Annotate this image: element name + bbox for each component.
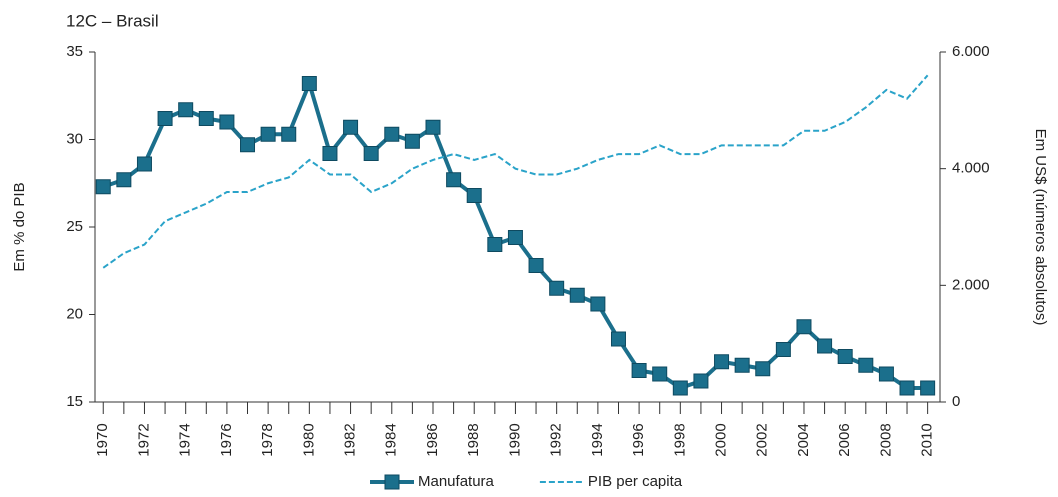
- point-marker: [631, 363, 647, 378]
- x-tick-label: 1974: [177, 423, 194, 456]
- x-tick-label: 2010: [919, 423, 936, 456]
- point-marker: [384, 126, 400, 142]
- point-marker: [610, 331, 626, 347]
- point-marker: [817, 338, 833, 354]
- point-marker: [899, 380, 915, 396]
- point-marker: [528, 258, 544, 273]
- legend-label: Manufatura: [418, 473, 495, 490]
- point-marker: [425, 119, 441, 135]
- point-marker: [219, 114, 235, 130]
- point-marker: [260, 126, 276, 142]
- point-marker: [404, 133, 420, 149]
- point-marker: [672, 380, 688, 396]
- point-marker: [920, 380, 936, 396]
- y-tick-label: 20: [66, 305, 83, 322]
- point-marker: [343, 119, 359, 135]
- y2-tick-label: 0: [952, 393, 960, 410]
- point-marker: [466, 188, 482, 203]
- point-marker: [240, 137, 256, 153]
- x-tick-label: 1970: [94, 423, 111, 456]
- x-tick-label: 1984: [383, 423, 400, 456]
- y-tick-label: 15: [66, 393, 83, 410]
- x-tick-label: 1992: [548, 423, 565, 456]
- point-marker: [281, 126, 297, 142]
- point-marker: [487, 237, 503, 252]
- y2-tick-label: 2.000: [952, 276, 990, 293]
- point-marker: [116, 172, 132, 188]
- point-marker: [755, 361, 771, 377]
- point-marker: [198, 111, 214, 126]
- x-tick-label: 1976: [218, 423, 235, 456]
- y-axis-label: Em % do PIB: [11, 182, 28, 271]
- point-marker: [858, 357, 874, 373]
- point-marker: [363, 146, 379, 161]
- x-tick-label: 2008: [877, 423, 894, 456]
- x-tick-label: 1998: [671, 423, 688, 456]
- y-tick-label: 30: [66, 130, 83, 147]
- point-marker: [507, 230, 523, 245]
- x-tick-label: 1994: [589, 423, 606, 456]
- x-tick-label: 1972: [135, 423, 152, 456]
- x-tick-label: 1996: [630, 423, 647, 456]
- y-tick-label: 35: [66, 43, 83, 60]
- x-tick-label: 2002: [754, 423, 771, 456]
- point-marker: [95, 179, 111, 195]
- point-marker: [301, 76, 317, 91]
- x-tick-label: 1980: [300, 423, 317, 456]
- point-marker: [446, 172, 462, 188]
- point-marker: [837, 349, 853, 364]
- point-marker: [693, 373, 709, 389]
- point-marker: [775, 342, 791, 357]
- y2-tick-label: 4.000: [952, 160, 990, 177]
- point-marker: [322, 146, 338, 161]
- x-tick-label: 2004: [795, 423, 812, 456]
- legend-label: PIB per capita: [588, 473, 683, 490]
- point-marker: [136, 156, 152, 172]
- point-marker: [878, 366, 894, 382]
- x-tick-label: 2006: [836, 423, 853, 456]
- x-tick-label: 2000: [713, 423, 730, 456]
- point-marker: [652, 366, 668, 382]
- chart-title: 12C – Brasil: [66, 11, 159, 30]
- point-marker: [796, 319, 812, 335]
- point-marker: [590, 296, 606, 312]
- point-marker: [178, 102, 194, 118]
- x-tick-label: 1986: [424, 423, 441, 456]
- x-tick-label: 1978: [259, 423, 276, 456]
- y-tick-label: 25: [66, 218, 83, 235]
- y2-axis-label: Em US$ (números absolutos): [1032, 129, 1049, 326]
- x-tick-label: 1982: [342, 423, 359, 456]
- x-tick-label: 1990: [506, 423, 523, 456]
- y2-tick-label: 6.000: [952, 43, 990, 60]
- legend-marker: [384, 474, 400, 490]
- point-marker: [734, 357, 750, 373]
- series-line: [102, 74, 929, 269]
- point-marker: [714, 354, 730, 370]
- point-marker: [157, 111, 173, 126]
- point-marker: [569, 287, 585, 303]
- point-marker: [549, 280, 565, 296]
- x-tick-label: 1988: [465, 423, 482, 456]
